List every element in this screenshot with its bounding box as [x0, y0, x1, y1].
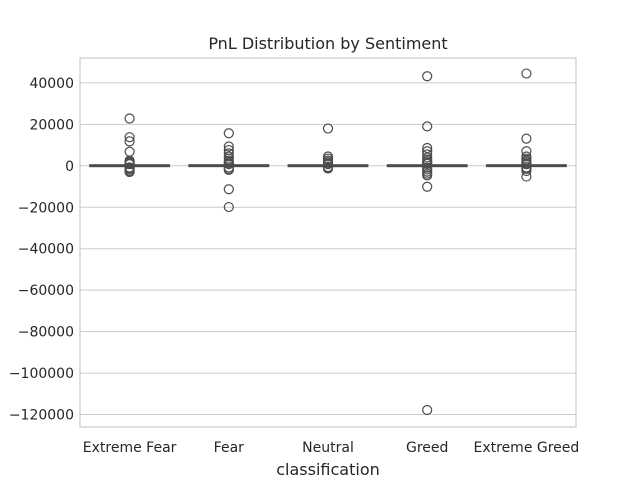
outlier-point	[521, 68, 532, 79]
outlier-point	[422, 404, 433, 416]
x-tick-labels: Extreme Fear Fear Neutral Greed Extreme Gree…	[83, 440, 580, 456]
x-tick-label: Greed	[406, 440, 448, 456]
outlier-point	[422, 181, 433, 192]
outlier-point	[521, 159, 532, 170]
outlier-point	[521, 133, 532, 144]
outlier-point	[521, 171, 532, 182]
y-tick-label: −20000	[18, 200, 74, 216]
outlier-point	[322, 159, 334, 170]
plot-frame	[79, 57, 577, 428]
y-tick-label: −120000	[9, 408, 74, 424]
box-group	[386, 71, 468, 416]
outlier-point	[223, 141, 234, 152]
outlier-point	[322, 123, 334, 134]
outlier-point	[422, 158, 433, 170]
outlier-point	[124, 132, 135, 143]
box-group	[188, 128, 270, 213]
y-tick-label: −40000	[18, 242, 74, 258]
box-layer	[89, 68, 567, 416]
box-group	[485, 68, 567, 182]
outlier-point	[124, 166, 135, 178]
outlier-point	[124, 113, 135, 124]
outlier-point	[223, 159, 234, 170]
outlier-point	[322, 163, 334, 174]
x-tick-label: Extreme Greed	[474, 440, 580, 456]
y-tick-labels: 40000 20000 0 −20000 −40000 −60000 −80000 −1000…	[9, 76, 74, 424]
x-tick-label: Fear	[214, 440, 244, 456]
x-tick-label: Extreme Fear	[83, 440, 177, 456]
x-axis-label: classification	[276, 460, 380, 479]
outlier-point	[124, 159, 135, 170]
plot-area-background	[80, 58, 576, 427]
outlier-point	[223, 184, 234, 195]
y-tick-label: −80000	[18, 325, 74, 341]
outlier-point	[223, 164, 234, 176]
outlier-point	[422, 121, 433, 132]
y-tick-label: 0	[65, 159, 74, 175]
outlier-point	[422, 146, 433, 157]
outlier-point	[521, 165, 532, 177]
outlier-point	[223, 201, 234, 213]
x-tick-label: Neutral	[302, 440, 354, 456]
box-group	[89, 113, 171, 178]
outlier-point	[124, 136, 135, 147]
box-group	[287, 123, 369, 174]
outlier-point	[422, 170, 433, 181]
y-tick-label: 40000	[29, 76, 74, 92]
y-tick-label: 20000	[29, 117, 74, 133]
y-tick-label: −60000	[18, 283, 74, 299]
y-tick-label: −100000	[9, 366, 74, 382]
chart-title: PnL Distribution by Sentiment	[208, 34, 447, 53]
outlier-point	[223, 128, 234, 139]
outlier-point	[422, 71, 433, 82]
